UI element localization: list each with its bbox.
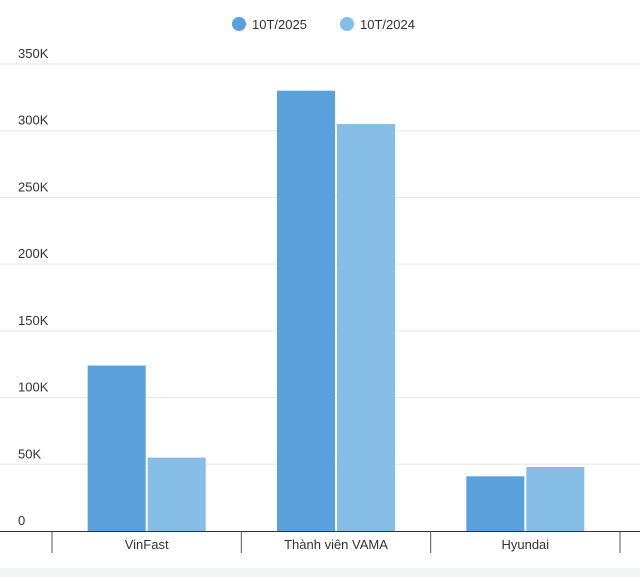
legend-label: 10T/2024 bbox=[360, 17, 415, 32]
y-tick-label: 300K bbox=[18, 113, 49, 128]
bar bbox=[337, 124, 395, 532]
y-tick-label: 350K bbox=[18, 46, 49, 61]
legend-label: 10T/2025 bbox=[252, 17, 307, 32]
legend-swatch bbox=[232, 17, 246, 31]
legend-swatch bbox=[340, 17, 354, 31]
y-tick-label: 250K bbox=[18, 179, 49, 194]
y-tick-label: 50K bbox=[18, 446, 41, 461]
y-axis-tick-labels: 0 50K 100K 150K 200K 250K 300K 350K bbox=[18, 46, 49, 528]
bars bbox=[87, 90, 585, 532]
y-tick-label: 100K bbox=[18, 380, 49, 395]
x-tick-label: VinFast bbox=[125, 537, 169, 552]
legend: 10T/2025 10T/2024 bbox=[232, 17, 415, 32]
y-tick-label: 150K bbox=[18, 313, 49, 328]
x-tick-label: Hyundai bbox=[501, 537, 549, 552]
bottom-strip bbox=[0, 568, 640, 577]
x-axis: VinFast Thành viên VAMA Hyundai bbox=[0, 531, 640, 553]
bar bbox=[147, 457, 206, 531]
y-tick-label: 0 bbox=[18, 513, 25, 528]
bar bbox=[466, 476, 525, 531]
bar bbox=[277, 90, 335, 531]
bar bbox=[526, 466, 585, 531]
y-tick-label: 200K bbox=[18, 246, 49, 261]
x-tick-label: Thành viên VAMA bbox=[284, 537, 388, 552]
bar bbox=[87, 365, 146, 531]
